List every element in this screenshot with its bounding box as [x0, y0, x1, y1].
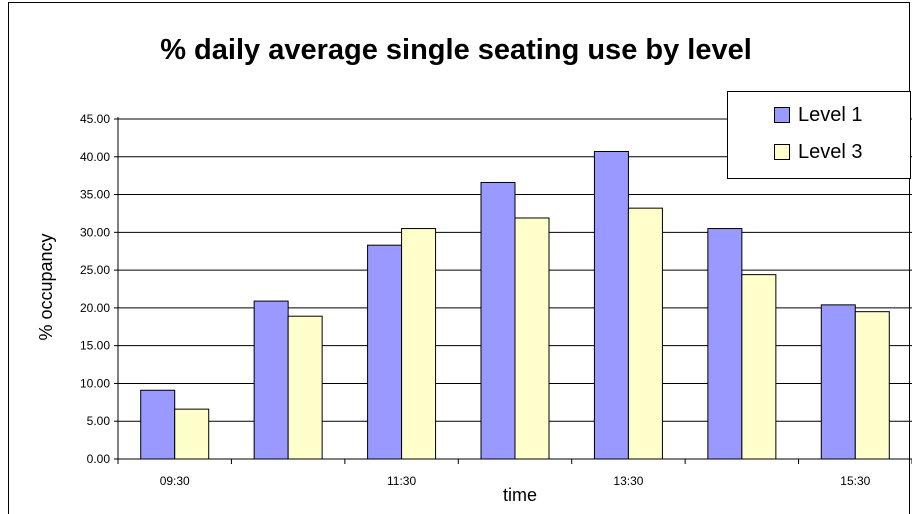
y-tick-label: 15.00: [80, 339, 110, 353]
chart-frame: [8, 2, 910, 514]
y-tick-label: 5.00: [87, 414, 111, 428]
bar-series-2: [514, 217, 550, 460]
y-tick-label: 10.00: [80, 376, 110, 390]
legend: Level 1 Level 3: [727, 91, 911, 179]
y-tick-label: 40.00: [80, 150, 110, 164]
legend-swatch-series-2: [774, 144, 790, 160]
legend-swatch-series-1: [774, 107, 790, 123]
bar-series-1: [367, 244, 403, 460]
x-axis-label: time: [503, 485, 537, 505]
bar-series-2: [174, 408, 210, 460]
chart-title: % daily average single seating use by le…: [160, 34, 752, 66]
bar-series-1: [140, 389, 176, 460]
bar-series-1: [253, 300, 289, 460]
bar-series-2: [401, 228, 437, 460]
y-tick-labels: 0.00 5.00 10.00 15.00 20.00 25.00 30.00 35.00 40…: [80, 112, 110, 466]
x-tick-labels: 09:30 11:30 13:30 15:30: [160, 474, 871, 488]
bars: [140, 150, 890, 460]
bar-series-2: [741, 274, 777, 460]
bar-series-1: [820, 304, 856, 460]
x-tick-label: 13:30: [613, 474, 643, 488]
bar-series-1: [707, 228, 743, 460]
y-tick-label: 0.00: [87, 452, 111, 466]
bar-series-2: [627, 207, 663, 460]
x-tick-label: 09:30: [160, 474, 190, 488]
y-tick-label: 25.00: [80, 263, 110, 277]
legend-label-series-1: Level 1: [798, 103, 863, 126]
y-tick-label: 45.00: [80, 112, 110, 126]
y-axis-label: % occupancy: [36, 233, 56, 340]
legend-item-series-1: Level 1: [774, 103, 863, 127]
axes: [114, 117, 912, 464]
y-tick-label: 20.00: [80, 301, 110, 315]
y-tick-label: 35.00: [80, 188, 110, 202]
legend-label-series-2: Level 3: [798, 140, 863, 163]
y-tick-label: 30.00: [80, 225, 110, 239]
legend-item-series-2: Level 3: [774, 140, 863, 164]
x-tick-label: 15:30: [840, 474, 870, 488]
bar-series-2: [854, 311, 890, 460]
bar-series-1: [593, 150, 629, 460]
x-tick-label: 11:30: [387, 474, 416, 488]
bar-series-2: [287, 315, 323, 460]
bar-series-1: [480, 181, 516, 460]
